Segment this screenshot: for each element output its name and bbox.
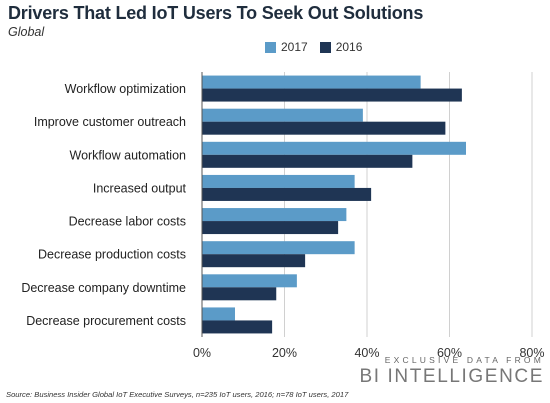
- category-label: Decrease production costs: [38, 248, 186, 262]
- bar-2016: [202, 121, 446, 135]
- legend-swatch-2016: [319, 41, 331, 53]
- bar-2017: [202, 307, 235, 321]
- legend-item-2016: 2016: [319, 40, 363, 54]
- x-tick-label: 60%: [437, 346, 462, 360]
- chart-title: Drivers That Led IoT Users To Seek Out S…: [8, 3, 424, 23]
- bar-2016: [202, 88, 462, 102]
- brand-tagline: EXCLUSIVE DATA FROM: [384, 355, 544, 365]
- bar-2016: [202, 254, 306, 268]
- legend-item-2017: 2017: [265, 40, 308, 54]
- bar-2017: [202, 174, 355, 188]
- legend-label-2017: 2017: [281, 40, 308, 54]
- category-label: Decrease procurement costs: [26, 314, 186, 328]
- bar-2016: [202, 187, 372, 201]
- bar-2017: [202, 274, 297, 288]
- category-label: Decrease labor costs: [69, 215, 186, 229]
- legend-swatch-2017: [265, 41, 276, 53]
- brand-name: BI INTELLIGENCE: [359, 366, 544, 387]
- bar-2016: [202, 221, 339, 235]
- bar-2016: [202, 154, 413, 168]
- bar-2016: [202, 287, 277, 301]
- category-label: Increased output: [93, 181, 187, 195]
- category-label: Decrease company downtime: [21, 281, 186, 295]
- category-label: Workflow automation: [70, 148, 187, 162]
- legend-label-2016: 2016: [335, 40, 363, 54]
- chart-subtitle: Global: [8, 25, 45, 39]
- bar-2017: [202, 208, 347, 222]
- x-tick-label: 80%: [519, 346, 544, 360]
- source-note: Source: Business Insider Global IoT Exec…: [6, 390, 349, 399]
- bar-2016: [202, 320, 273, 334]
- x-tick-label: 20%: [272, 346, 297, 360]
- bar-2017: [202, 141, 466, 155]
- legend: 2017 2016: [265, 40, 374, 54]
- bar-2017: [202, 108, 363, 122]
- x-tick-label: 40%: [354, 346, 379, 360]
- category-label: Workflow optimization: [65, 82, 186, 96]
- bar-2017: [202, 241, 355, 255]
- x-tick-label: 0%: [193, 346, 211, 360]
- bar-2017: [202, 75, 421, 89]
- category-label: Improve customer outreach: [34, 115, 186, 129]
